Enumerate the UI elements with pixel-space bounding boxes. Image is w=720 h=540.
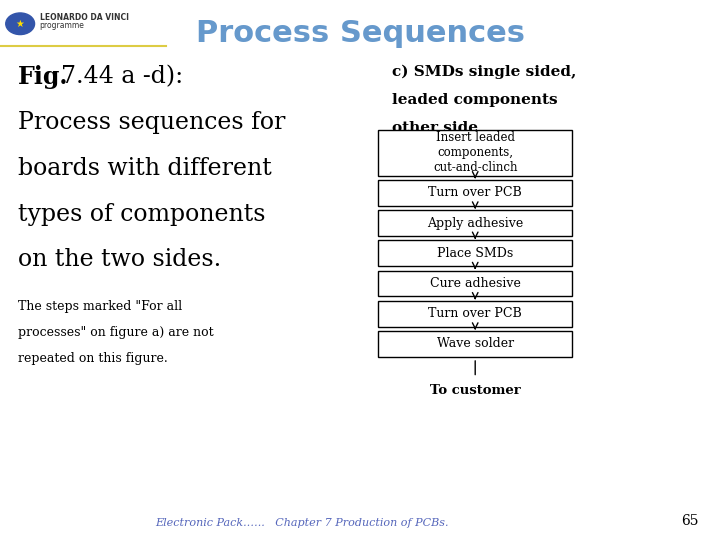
Text: Cure adhesive: Cure adhesive bbox=[430, 277, 521, 290]
Text: types of components: types of components bbox=[18, 202, 266, 226]
FancyBboxPatch shape bbox=[378, 301, 572, 327]
Text: Turn over PCB: Turn over PCB bbox=[428, 186, 522, 199]
Text: ★: ★ bbox=[16, 19, 24, 29]
Text: The steps marked "For all: The steps marked "For all bbox=[18, 300, 182, 313]
Text: Place SMDs: Place SMDs bbox=[437, 247, 513, 260]
Text: Electronic Pack.…..   Chapter 7 Production of PCBs.: Electronic Pack.….. Chapter 7 Production… bbox=[156, 518, 449, 528]
FancyBboxPatch shape bbox=[378, 331, 572, 357]
Text: programme: programme bbox=[40, 22, 84, 30]
FancyBboxPatch shape bbox=[378, 130, 572, 176]
Text: 7.44 a -d):: 7.44 a -d): bbox=[61, 65, 184, 88]
Text: leaded components: leaded components bbox=[392, 93, 558, 107]
Text: Process Sequences: Process Sequences bbox=[196, 19, 524, 48]
Text: on the two sides.: on the two sides. bbox=[18, 248, 221, 272]
Text: Turn over PCB: Turn over PCB bbox=[428, 307, 522, 320]
Text: Process sequences for: Process sequences for bbox=[18, 111, 285, 134]
FancyBboxPatch shape bbox=[378, 180, 572, 206]
FancyBboxPatch shape bbox=[378, 240, 572, 266]
Text: Wave solder: Wave solder bbox=[436, 338, 514, 350]
Text: other side: other side bbox=[392, 121, 478, 135]
Text: c) SMDs single sided,: c) SMDs single sided, bbox=[392, 65, 577, 79]
Text: Apply adhesive: Apply adhesive bbox=[427, 217, 523, 230]
Text: boards with different: boards with different bbox=[18, 157, 271, 180]
FancyBboxPatch shape bbox=[378, 210, 572, 236]
Text: 65: 65 bbox=[681, 514, 698, 528]
FancyBboxPatch shape bbox=[378, 271, 572, 296]
Text: Insert leaded
components,
cut-and-clinch: Insert leaded components, cut-and-clinch bbox=[433, 131, 518, 174]
Text: LEONARDO DA VINCI: LEONARDO DA VINCI bbox=[40, 13, 129, 22]
Text: To customer: To customer bbox=[430, 384, 521, 397]
Circle shape bbox=[6, 13, 35, 35]
Text: repeated on this figure.: repeated on this figure. bbox=[18, 352, 168, 365]
Text: processes" on figure a) are not: processes" on figure a) are not bbox=[18, 326, 214, 339]
Text: Fig.: Fig. bbox=[18, 65, 68, 89]
